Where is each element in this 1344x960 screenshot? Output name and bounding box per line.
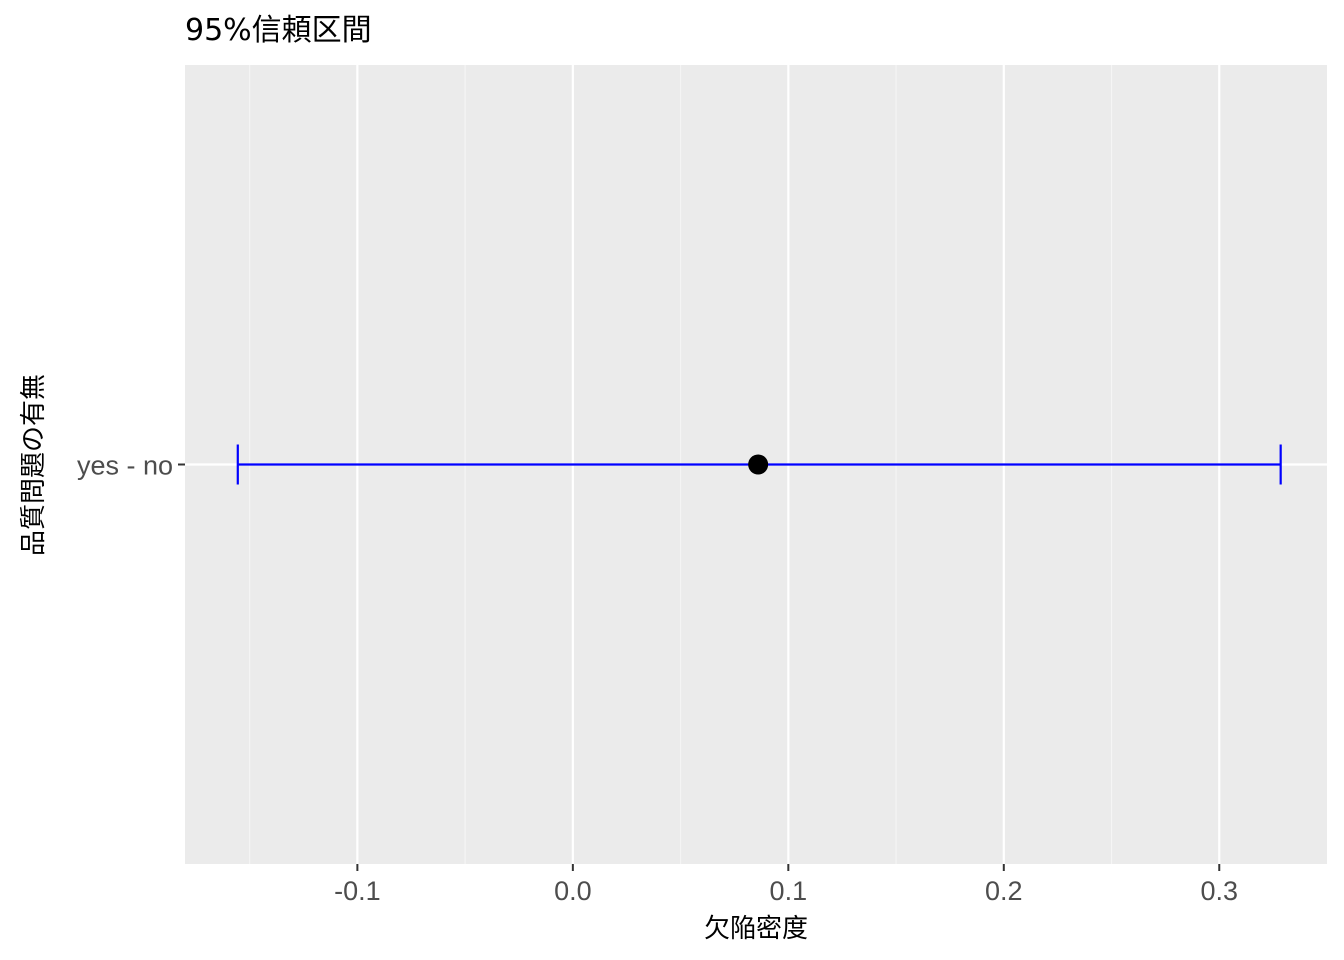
x-tick-label: 0.2 bbox=[985, 876, 1023, 906]
x-tick-label: 0.1 bbox=[770, 876, 808, 906]
axes: -0.1 0.0 0.1 0.2 0.3 yes - no bbox=[77, 451, 1238, 907]
x-axis-title: 欠陥密度 bbox=[704, 914, 808, 944]
x-tick-label: 0.3 bbox=[1200, 876, 1238, 906]
x-tick-label: 0.0 bbox=[554, 876, 592, 906]
y-axis-title: 品質問題の有無 bbox=[19, 374, 49, 556]
x-tick-label: -0.1 bbox=[334, 876, 381, 906]
point-estimate bbox=[748, 454, 769, 475]
y-tick-label: yes - no bbox=[77, 451, 173, 481]
chart-title: 95%信頼区間 bbox=[185, 13, 372, 48]
data-marks bbox=[236, 444, 1282, 485]
